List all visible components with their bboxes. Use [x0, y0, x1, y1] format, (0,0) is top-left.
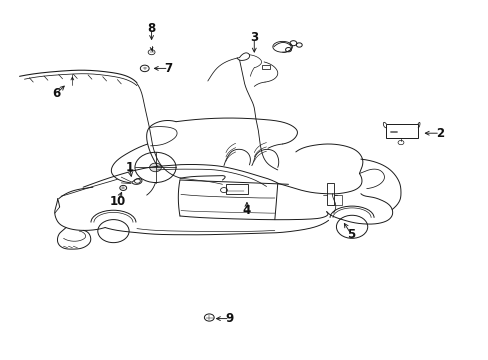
- Text: 9: 9: [225, 312, 233, 325]
- Text: 1: 1: [125, 161, 133, 174]
- Text: 4: 4: [243, 204, 250, 217]
- Circle shape: [149, 163, 161, 172]
- Text: 6: 6: [52, 87, 60, 100]
- Bar: [386, 124, 417, 138]
- Text: 8: 8: [147, 22, 155, 35]
- Text: 10: 10: [109, 195, 125, 208]
- Text: 2: 2: [435, 127, 443, 140]
- Bar: [331, 195, 342, 205]
- Bar: [225, 184, 247, 194]
- Text: 5: 5: [346, 228, 354, 240]
- Bar: [261, 65, 270, 69]
- Text: 7: 7: [164, 62, 172, 75]
- Bar: [326, 183, 333, 205]
- Text: 3: 3: [250, 31, 258, 44]
